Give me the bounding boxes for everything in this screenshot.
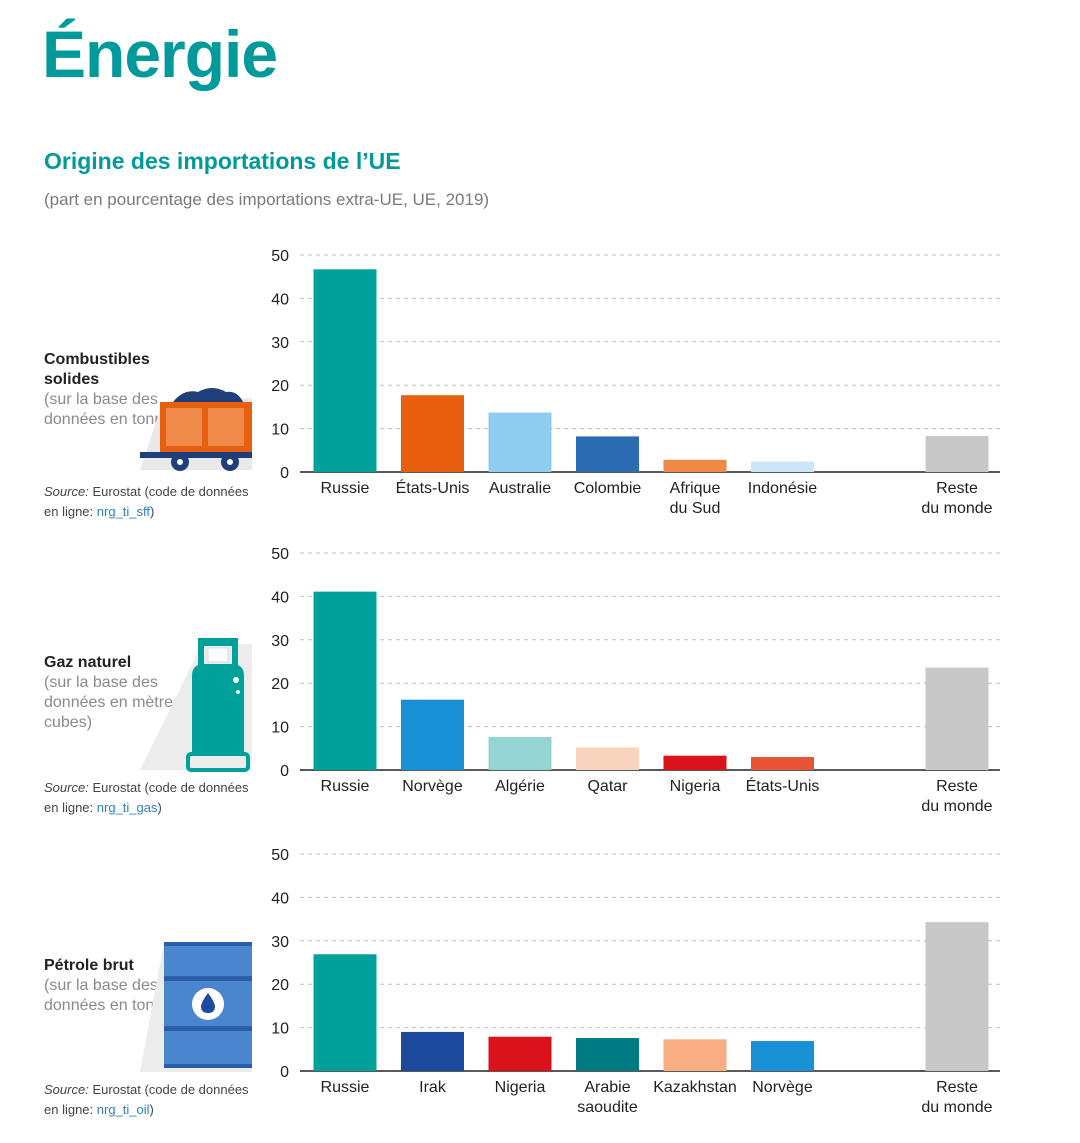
y-tick-label: 20 [271, 378, 289, 395]
y-tick-label: 50 [271, 546, 289, 563]
bar [488, 412, 552, 472]
chart-note: (part en pourcentage des importations ex… [44, 190, 490, 209]
category-label: Russie [321, 778, 370, 795]
coal-wagon-icon [140, 388, 252, 471]
bar [401, 395, 464, 472]
source-code-link[interactable]: nrg_ti_sff [96, 504, 151, 519]
bar [313, 954, 377, 1071]
panel-name: Combustibles solides [44, 351, 150, 388]
bar [313, 269, 377, 472]
source-text: Eurostat (code de données en ligne: [44, 780, 249, 815]
source-text: Eurostat (code de données en ligne: [44, 1082, 249, 1117]
y-tick-label: 40 [271, 890, 289, 907]
bar [925, 435, 989, 472]
page-title: Énergie [42, 17, 278, 91]
bar [751, 1041, 814, 1071]
category-label: Indonésie [748, 480, 817, 497]
y-tick-label: 0 [280, 465, 289, 482]
category-label: Russie [321, 1079, 370, 1096]
source-label: Source: [44, 780, 89, 795]
y-tick-label: 0 [280, 1064, 289, 1081]
category-label: États-Unis [746, 776, 820, 795]
category-label: Qatar [587, 778, 628, 795]
bar [488, 737, 552, 770]
bar-chart-solid-fuels: 0 10 20 30 40 50 Russie États-Unis Australie Colo… [271, 248, 1000, 517]
y-tick-label: 40 [271, 291, 289, 308]
category-label: Norvège [752, 1079, 813, 1096]
source-note: Source: Eurostat (code de données en lig… [44, 482, 259, 522]
source-close: ) [157, 800, 162, 815]
y-tick-label: 30 [271, 633, 289, 650]
y-tick-label: 50 [271, 847, 289, 864]
panel-name: Pétrole brut [44, 957, 134, 974]
y-tick-label: 10 [271, 720, 289, 737]
category-label: Kazakhstan [653, 1079, 737, 1096]
bar [401, 699, 464, 770]
source-label: Source: [44, 484, 89, 499]
category-label: Russie [321, 480, 370, 497]
source-text: Eurostat (code de données en ligne: [44, 484, 249, 519]
category-label: Nigeria [495, 1079, 546, 1096]
y-tick-label: 50 [271, 248, 289, 265]
bar [576, 1038, 639, 1071]
panel-basis: (sur la base des données en tonnes) [44, 391, 186, 428]
source-close: ) [150, 504, 155, 519]
bar [925, 922, 989, 1071]
category-label: Reste du monde [921, 480, 992, 517]
source-close: ) [149, 1102, 154, 1117]
y-tick-label: 30 [271, 934, 289, 951]
bar [751, 461, 814, 472]
bar [401, 1031, 464, 1071]
panel-name: Gaz naturel [44, 654, 132, 671]
y-tick-label: 20 [271, 977, 289, 994]
category-label: Australie [489, 480, 551, 497]
panel-label-crude-oil: Pétrole brut (sur la base des données en… [44, 956, 194, 1016]
y-tick-label: 0 [280, 763, 289, 780]
category-label: Reste du monde [921, 778, 992, 815]
category-label: Afrique du Sud [670, 480, 721, 517]
y-tick-label: 10 [271, 422, 289, 439]
bar-chart-crude-oil: 0 10 20 30 40 50 Russie Irak Nigeria Arabie saoudi… [271, 847, 1000, 1116]
y-tick-label: 40 [271, 589, 289, 606]
oil-barrel-icon [140, 942, 252, 1072]
bar [663, 755, 727, 770]
panel-label-natural-gas: Gaz naturel (sur la base des données en … [44, 653, 194, 733]
category-label: Colombie [574, 480, 642, 497]
bar [313, 591, 377, 770]
category-label: Norvège [402, 778, 463, 795]
bar [488, 1036, 552, 1071]
bar [576, 436, 639, 472]
bar [576, 747, 639, 770]
bar [663, 459, 727, 472]
bar [925, 667, 989, 770]
panel-basis: (sur la base des données en mètres cubes… [44, 674, 181, 731]
category-label: Algérie [495, 778, 545, 795]
source-code-link[interactable]: nrg_ti_oil [96, 1102, 150, 1117]
bar [751, 756, 814, 770]
category-label: États-Unis [396, 478, 470, 497]
bar [663, 1039, 727, 1071]
source-code-link[interactable]: nrg_ti_gas [96, 800, 158, 815]
bar-chart-natural-gas: 0 10 20 30 40 50 Russie Norvège Algérie Qatar Nige… [271, 546, 1000, 815]
gas-cylinder-icon [140, 638, 252, 772]
category-label: Reste du monde [921, 1079, 992, 1116]
category-label: Arabie saoudite [577, 1079, 638, 1116]
panel-label-solid-fuels: Combustibles solides (sur la base des do… [44, 350, 194, 430]
category-label: Nigeria [670, 778, 721, 795]
source-label: Source: [44, 1082, 89, 1097]
panel-basis: (sur la base des données en tonnes) [44, 977, 186, 1014]
category-label: Irak [419, 1079, 447, 1096]
y-tick-label: 20 [271, 676, 289, 693]
source-note: Source: Eurostat (code de données en lig… [44, 1080, 259, 1120]
y-tick-label: 10 [271, 1021, 289, 1038]
chart-subtitle: Origine des importations de l’UE [44, 148, 401, 174]
source-note: Source: Eurostat (code de données en lig… [44, 778, 259, 818]
y-tick-label: 30 [271, 335, 289, 352]
